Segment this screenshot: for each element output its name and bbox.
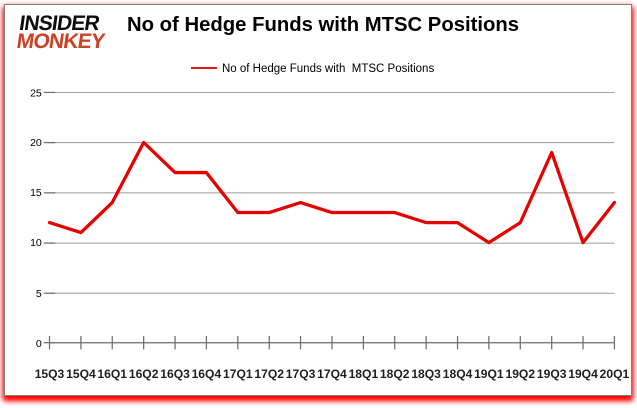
svg-text:18Q2: 18Q2 [380, 367, 410, 381]
svg-text:17Q1: 17Q1 [223, 367, 253, 381]
svg-text:17Q4: 17Q4 [317, 367, 347, 381]
svg-text:17Q2: 17Q2 [254, 367, 284, 381]
svg-text:15Q3: 15Q3 [35, 367, 65, 381]
svg-text:19Q2: 19Q2 [505, 367, 535, 381]
svg-text:15: 15 [30, 187, 42, 199]
svg-text:16Q3: 16Q3 [160, 367, 190, 381]
svg-text:17Q3: 17Q3 [286, 367, 316, 381]
svg-text:5: 5 [36, 288, 42, 300]
svg-text:19Q3: 19Q3 [537, 367, 567, 381]
svg-text:20Q1: 20Q1 [600, 367, 630, 381]
svg-text:25: 25 [30, 87, 42, 99]
svg-text:0: 0 [36, 338, 42, 350]
svg-text:15Q4: 15Q4 [66, 367, 96, 381]
svg-text:16Q4: 16Q4 [192, 367, 222, 381]
svg-text:16Q2: 16Q2 [129, 367, 159, 381]
svg-text:10: 10 [30, 237, 42, 249]
svg-text:20: 20 [30, 137, 42, 149]
svg-text:18Q3: 18Q3 [411, 367, 441, 381]
svg-text:16Q1: 16Q1 [97, 367, 127, 381]
svg-text:19Q1: 19Q1 [474, 367, 504, 381]
svg-text:18Q1: 18Q1 [349, 367, 379, 381]
svg-text:18Q4: 18Q4 [443, 367, 473, 381]
svg-text:19Q4: 19Q4 [568, 367, 598, 381]
